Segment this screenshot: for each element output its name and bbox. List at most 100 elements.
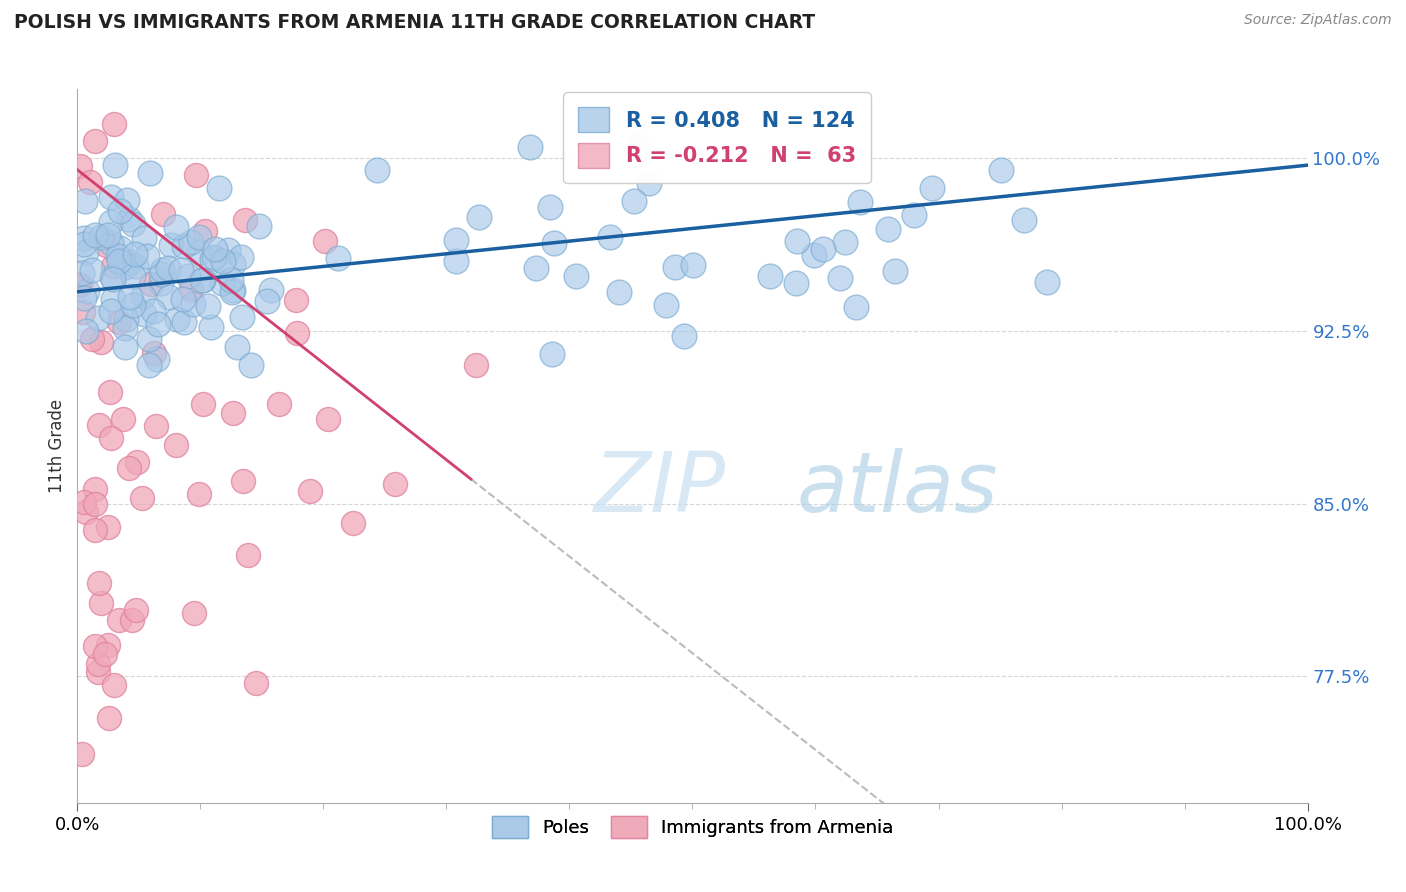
Point [83, 639, 105, 653]
Point [139, 166, 162, 180]
Point [212, 254, 235, 268]
Point [211, 276, 233, 290]
Point [108, 204, 131, 219]
Point [69, 277, 91, 292]
Point [100, 215, 122, 229]
Point [125, 259, 148, 273]
Point [101, 270, 124, 285]
Point [125, 455, 148, 469]
Point [118, 461, 141, 475]
Point [107, 613, 129, 627]
Legend: Poles, Immigrants from Armenia: Poles, Immigrants from Armenia [482, 807, 903, 847]
Point [231, 310, 253, 325]
Point [538, 200, 561, 214]
Point [464, 358, 486, 372]
Point [314, 234, 336, 248]
Point [122, 268, 145, 283]
Point [100, 431, 122, 445]
Point [97, 520, 120, 534]
Point [82, 263, 104, 277]
Point [114, 320, 136, 334]
Point [150, 263, 173, 277]
Point [785, 276, 807, 290]
Point [111, 254, 134, 268]
Point [87, 417, 110, 432]
Point [132, 288, 155, 302]
Point [225, 340, 247, 354]
Point [101, 292, 124, 306]
Point [197, 299, 219, 313]
Point [233, 213, 256, 227]
Point [903, 208, 925, 222]
Point [682, 258, 704, 272]
Point [848, 194, 870, 209]
Point [101, 259, 124, 273]
Point [845, 300, 868, 314]
Point [519, 140, 541, 154]
Point [73, 291, 96, 305]
Point [193, 396, 215, 410]
Point [318, 412, 340, 426]
Point [673, 329, 696, 343]
Point [157, 289, 180, 303]
Point [342, 516, 364, 530]
Point [87, 310, 110, 325]
Point [84, 134, 107, 148]
Point [96, 238, 118, 252]
Point [134, 308, 156, 322]
Point [131, 491, 153, 506]
Point [146, 352, 169, 367]
Point [97, 227, 120, 242]
Point [82, 332, 104, 346]
Point [156, 260, 179, 275]
Point [103, 117, 125, 131]
Point [623, 194, 645, 209]
Point [139, 277, 162, 292]
Point [184, 168, 207, 182]
Point [236, 548, 259, 562]
Point [444, 233, 467, 247]
Point [70, 747, 93, 761]
Point [100, 303, 122, 318]
Point [260, 283, 283, 297]
Point [188, 230, 211, 244]
Point [69, 159, 91, 173]
Point [145, 419, 167, 434]
Point [143, 346, 166, 360]
Point [75, 505, 97, 519]
Point [654, 298, 676, 312]
Point [298, 483, 321, 498]
Point [221, 285, 243, 300]
Point [98, 385, 121, 400]
Point [232, 475, 254, 489]
Point [142, 304, 165, 318]
Text: Source: ZipAtlas.com: Source: ZipAtlas.com [1244, 13, 1392, 28]
Point [146, 317, 169, 331]
Point [114, 340, 136, 354]
Point [165, 220, 187, 235]
Point [170, 263, 193, 277]
Point [876, 221, 898, 235]
Point [285, 293, 308, 307]
Point [73, 231, 96, 245]
Point [172, 292, 194, 306]
Point [173, 315, 195, 329]
Point [204, 242, 226, 256]
Point [118, 254, 141, 268]
Point [208, 181, 231, 195]
Point [828, 270, 851, 285]
Point [221, 257, 243, 271]
Point [73, 194, 96, 209]
Point [87, 576, 110, 591]
Point [444, 253, 467, 268]
Point [990, 163, 1012, 178]
Point [222, 283, 245, 297]
Point [84, 228, 107, 243]
Point [468, 211, 491, 225]
Point [107, 249, 129, 263]
Point [124, 247, 146, 261]
Point [366, 163, 388, 178]
Point [90, 596, 112, 610]
Point [541, 347, 564, 361]
Point [803, 248, 825, 262]
